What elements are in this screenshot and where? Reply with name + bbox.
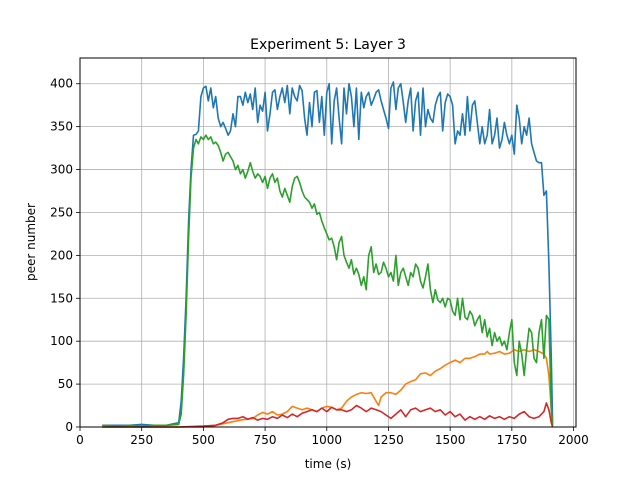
series-line-4: [102, 402, 554, 428]
y-tick-label: 300: [50, 163, 73, 177]
x-tick-label: 1250: [373, 433, 404, 447]
series-line-2: [102, 348, 554, 428]
series-line-1: [102, 81, 554, 427]
x-tick-label: 1000: [311, 433, 342, 447]
series-lines: [102, 81, 554, 428]
x-axis-label: time (s): [305, 457, 352, 471]
chart-title: Experiment 5: Layer 3: [250, 37, 406, 53]
y-tick-label: 400: [50, 77, 73, 91]
y-tick-label: 150: [50, 291, 73, 305]
x-tick-label: 1750: [497, 433, 528, 447]
plot-frame: [79, 57, 577, 428]
series-line-3: [102, 134, 554, 427]
y-tick-label: 100: [50, 334, 73, 348]
x-tick-label: 250: [130, 433, 153, 447]
y-tick-label: 0: [65, 420, 73, 434]
y-tick-label: 200: [50, 248, 73, 262]
x-tick-label: 1500: [435, 433, 466, 447]
x-tick-label: 2000: [558, 433, 589, 447]
y-tick-label: 50: [58, 377, 73, 391]
y-tick-label: 350: [50, 120, 73, 134]
y-axis-label: peer number: [24, 203, 38, 281]
x-tick-label: 500: [192, 433, 215, 447]
axis-ticks: 0 250 500 750 1000 1250 1500 1750 2000 0 50 100 150 2…: [50, 77, 589, 447]
x-tick-label: 0: [76, 433, 84, 447]
x-tick-label: 750: [254, 433, 277, 447]
y-tick-label: 250: [50, 205, 73, 219]
